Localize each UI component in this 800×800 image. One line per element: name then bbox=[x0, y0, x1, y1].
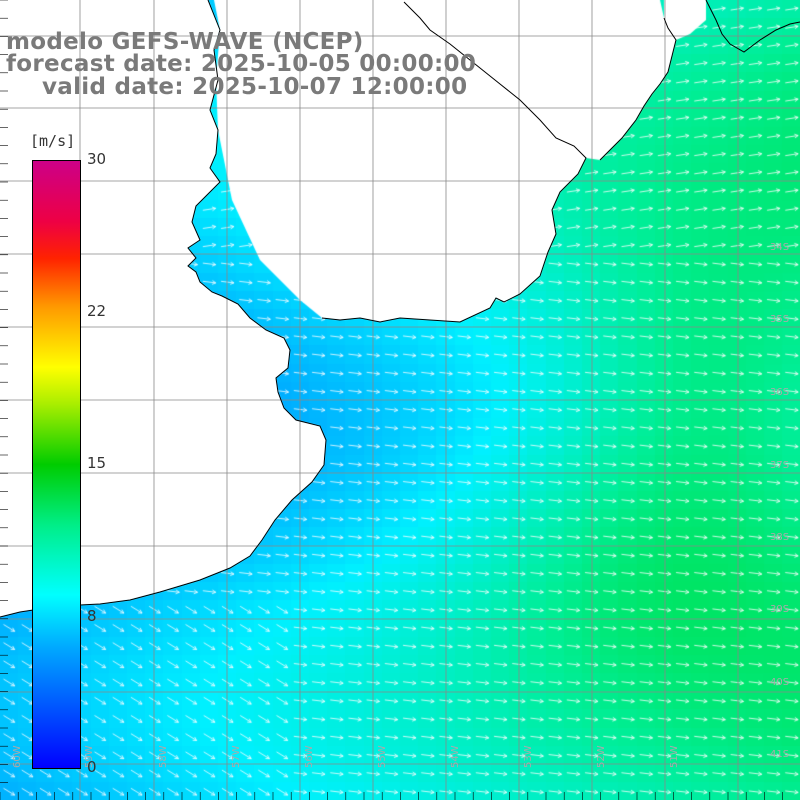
latitude-label: 40S bbox=[770, 677, 789, 688]
latitude-label: 38S bbox=[770, 532, 789, 543]
colorbar-tick: 0 bbox=[87, 758, 97, 776]
coastline-uruguay bbox=[321, 1, 587, 323]
colorbar-tick: 15 bbox=[87, 454, 107, 472]
longitude-label: 53W bbox=[523, 745, 534, 768]
colorbar-tick: 30 bbox=[87, 150, 107, 168]
latitude-label: 41S bbox=[770, 749, 789, 760]
coastline-brazil-lagoon bbox=[705, 0, 800, 53]
coastline-brazil bbox=[599, 17, 677, 161]
longitude-label: 57W bbox=[231, 745, 242, 768]
colorbar-unit: [m/s] bbox=[30, 132, 76, 150]
colorbar-tick: 22 bbox=[87, 302, 107, 320]
colorbar-tick: 8 bbox=[87, 607, 97, 625]
latitude-label: 37S bbox=[770, 460, 789, 471]
latitude-label: 35S bbox=[770, 314, 789, 325]
longitude-label: 54W bbox=[450, 745, 461, 768]
longitude-label: 52W bbox=[596, 745, 607, 768]
longitude-label: 55W bbox=[377, 745, 388, 768]
longitude-label: 59W bbox=[84, 745, 95, 768]
longitude-label: 58W bbox=[158, 745, 169, 768]
map-title-valid-date: valid date: 2025-10-07 12:00:00 bbox=[42, 74, 468, 100]
longitude-label: 60W bbox=[12, 745, 23, 768]
map-title-model: modelo GEFS-WAVE (NCEP) bbox=[6, 29, 364, 55]
latitude-label: 34S bbox=[770, 242, 789, 253]
map-title-forecast-date: forecast date: 2025-10-05 00:00:00 bbox=[6, 51, 477, 77]
longitude-label: 51W bbox=[669, 745, 680, 768]
colorbar bbox=[32, 160, 81, 769]
graticule-labels: 34S 35S 36S 37S 38S 39S 40S 41S 60W 59W 58W 57W 56W 5… bbox=[12, 242, 789, 768]
coastline-argentina bbox=[0, 0, 327, 618]
longitude-label: 56W bbox=[304, 745, 315, 768]
latitude-label: 36S bbox=[770, 387, 789, 398]
latitude-label: 39S bbox=[770, 604, 789, 615]
